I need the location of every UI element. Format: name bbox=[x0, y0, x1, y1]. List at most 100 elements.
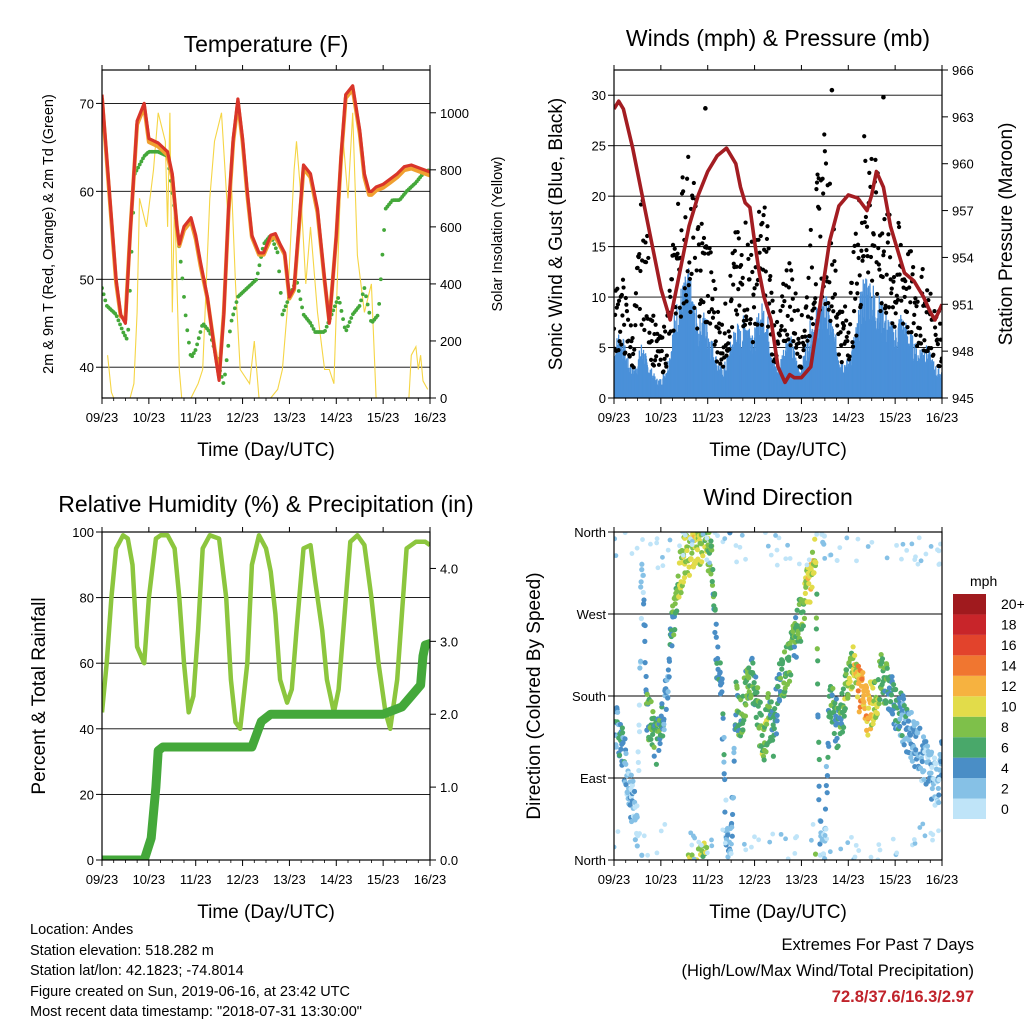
gust-point bbox=[727, 347, 732, 352]
winds-ytick-label: 0 bbox=[599, 391, 606, 406]
gust-point bbox=[854, 281, 860, 286]
gust-point bbox=[830, 295, 835, 300]
rh-ytick-label: 20 bbox=[80, 787, 94, 802]
direction-point bbox=[814, 532, 820, 537]
gust-point bbox=[852, 243, 857, 248]
gust-point bbox=[731, 261, 736, 266]
gust-point bbox=[826, 300, 831, 306]
direction-point bbox=[829, 692, 835, 698]
dewpoint-point bbox=[337, 300, 342, 305]
direction-point bbox=[746, 675, 752, 681]
dewpoint-point bbox=[119, 326, 124, 331]
dewpoint-point bbox=[362, 286, 367, 290]
gust-point bbox=[684, 299, 689, 304]
gust-point bbox=[791, 339, 796, 344]
direction-point bbox=[618, 746, 624, 752]
gust-point bbox=[884, 272, 889, 277]
direction-point bbox=[655, 565, 661, 571]
gust-point bbox=[696, 242, 702, 247]
winds-y2tick-label: 945 bbox=[952, 391, 974, 406]
gust-point bbox=[865, 254, 870, 259]
direction-point bbox=[845, 692, 851, 698]
direction-point bbox=[917, 725, 923, 731]
gust-point bbox=[615, 286, 620, 291]
gust-point bbox=[855, 242, 861, 247]
gust-point bbox=[684, 176, 690, 181]
winds-xtick-label: 16/23 bbox=[926, 410, 959, 425]
direction-point bbox=[699, 559, 705, 565]
direction-point bbox=[909, 758, 916, 764]
gust-point bbox=[808, 227, 813, 233]
direction-point bbox=[913, 554, 918, 560]
gust-point bbox=[805, 314, 811, 319]
direction-point bbox=[908, 709, 914, 716]
gust-point bbox=[914, 304, 919, 309]
direction-point bbox=[754, 689, 760, 696]
gust-point bbox=[790, 277, 795, 282]
gust-point bbox=[850, 344, 856, 349]
gust-point bbox=[812, 306, 817, 311]
direction-point bbox=[634, 545, 640, 551]
gust-point bbox=[717, 330, 722, 335]
direction-point bbox=[865, 732, 871, 738]
gust-point bbox=[682, 286, 687, 291]
dewpoint-point bbox=[124, 336, 129, 341]
direction-point bbox=[912, 841, 918, 846]
dewpoint-point bbox=[298, 297, 303, 302]
gust-point bbox=[736, 236, 741, 241]
direction-point bbox=[741, 717, 747, 723]
winds-plot bbox=[614, 87, 942, 398]
gust-point bbox=[732, 248, 737, 253]
direction-point bbox=[636, 702, 642, 708]
gust-point bbox=[908, 300, 913, 305]
direction-point bbox=[863, 683, 869, 689]
direction-point bbox=[900, 541, 906, 547]
gust-point bbox=[834, 315, 839, 320]
dewpoint-point bbox=[183, 313, 188, 318]
gust-point bbox=[756, 237, 761, 242]
direction-point bbox=[704, 850, 710, 856]
direction-point bbox=[825, 754, 831, 760]
colorbar-swatch bbox=[953, 696, 986, 717]
dewpoint-point bbox=[380, 252, 385, 257]
direction-point bbox=[722, 776, 728, 783]
direction-point bbox=[800, 609, 806, 615]
gust-point bbox=[799, 312, 804, 318]
colorbar-label: 6 bbox=[1001, 739, 1009, 755]
direction-point bbox=[660, 563, 666, 569]
gust-point bbox=[660, 335, 665, 340]
dewpoint-point bbox=[277, 269, 282, 274]
gust-extreme-point bbox=[881, 94, 886, 100]
direction-point bbox=[770, 753, 776, 759]
direction-point bbox=[913, 747, 919, 753]
station-elevation: Station elevation: 518.282 m bbox=[30, 942, 214, 959]
direction-point bbox=[793, 615, 799, 621]
direction-point bbox=[727, 532, 733, 536]
gust-point bbox=[886, 305, 892, 310]
direction-point bbox=[773, 533, 778, 538]
direction-point bbox=[644, 691, 650, 698]
direction-point bbox=[807, 599, 813, 605]
gust-point bbox=[840, 309, 845, 314]
gust-point bbox=[723, 301, 728, 306]
gust-point bbox=[848, 290, 853, 295]
gust-point bbox=[873, 190, 879, 195]
direction-point bbox=[737, 544, 743, 550]
direction-point bbox=[620, 740, 626, 746]
gust-point bbox=[692, 255, 698, 260]
gust-point bbox=[844, 334, 849, 340]
dewpoint-point bbox=[195, 342, 200, 347]
winds-ytick-label: 20 bbox=[592, 189, 606, 204]
direction-point bbox=[774, 712, 780, 719]
temperature-ytick-label: 60 bbox=[80, 184, 94, 199]
gust-point bbox=[731, 282, 736, 287]
rh-ytick-label: 0 bbox=[87, 853, 94, 868]
gust-extreme-point bbox=[829, 87, 835, 93]
gust-point bbox=[873, 157, 878, 162]
gust-point bbox=[829, 304, 834, 309]
direction-point bbox=[764, 721, 770, 727]
direction-point bbox=[708, 571, 714, 577]
gust-point bbox=[713, 286, 718, 292]
temperature-y2tick-label: 800 bbox=[440, 163, 462, 178]
direction-point bbox=[733, 543, 739, 548]
